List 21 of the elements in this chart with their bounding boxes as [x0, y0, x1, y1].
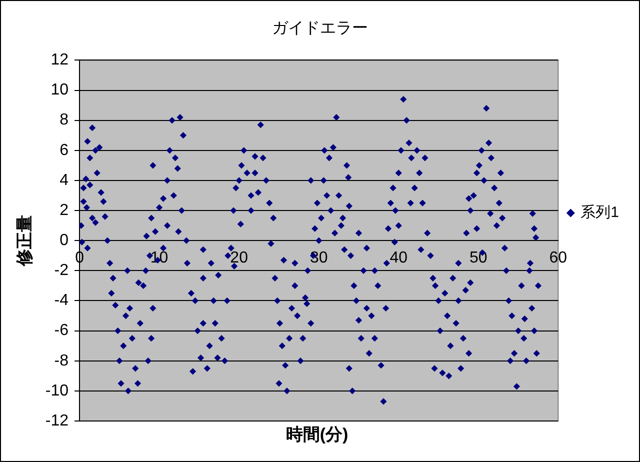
x-tick-label: 60 — [549, 250, 568, 267]
x-tick-label: 30 — [310, 250, 328, 267]
y-tick-label: 8 — [60, 112, 69, 129]
y-tick-label: -4 — [54, 292, 69, 310]
x-tick-label: 40 — [390, 250, 408, 267]
y-tick-label: -6 — [54, 322, 69, 340]
y-tick-label: -2 — [54, 262, 69, 280]
chart-title: ガイドエラー — [272, 20, 368, 38]
y-tick-label: 2 — [60, 202, 69, 219]
y-axis-title: 修正量 — [14, 215, 34, 268]
y-tick-label: 10 — [50, 82, 69, 99]
y-tick-label: -12 — [45, 412, 69, 430]
x-axis-title: 時間(分) — [284, 424, 350, 446]
legend-label: 系列1 — [580, 204, 619, 222]
y-tick-label: 12 — [50, 52, 69, 69]
y-tick-label: -8 — [54, 352, 69, 370]
x-tick-label: 20 — [230, 250, 248, 267]
y-tick-label: 6 — [60, 142, 69, 159]
y-tick-label: 4 — [60, 172, 69, 189]
y-tick-label: 0 — [60, 232, 69, 250]
y-tick-label: -10 — [45, 382, 69, 400]
